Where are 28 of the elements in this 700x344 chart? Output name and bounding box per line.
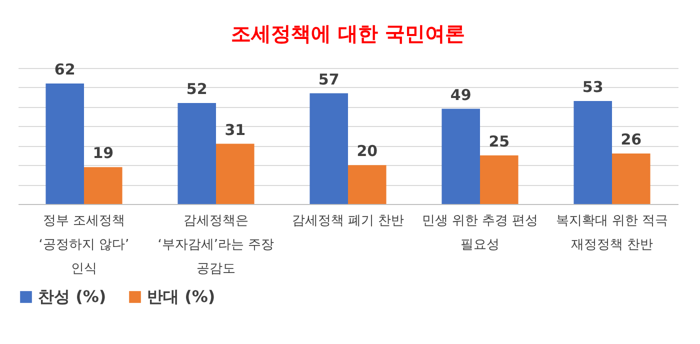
bar (216, 144, 254, 204)
x-tick-label: 감세정책 폐기 찬반 (292, 214, 404, 228)
data-label: 49 (450, 86, 472, 104)
data-label: 53 (582, 78, 604, 96)
bar (348, 165, 386, 204)
legend-label: 반대 (%) (147, 287, 216, 306)
bar (310, 93, 348, 204)
bar (178, 102, 216, 204)
data-label: 19 (92, 144, 114, 162)
x-tick-label: 복지확대 위한 적극 재정정책 찬반 (556, 214, 668, 252)
x-tick-label: 민생 위한 추경 편성 필요성 (422, 214, 538, 252)
bar (612, 153, 650, 204)
bar (480, 155, 518, 204)
bar (84, 167, 122, 204)
data-label: 57 (318, 70, 340, 88)
data-label: 31 (224, 120, 246, 139)
data-label: 20 (356, 142, 378, 160)
bar (442, 108, 480, 204)
data-label: 52 (186, 80, 208, 98)
data-label: 25 (488, 132, 510, 150)
data-label: 62 (54, 60, 76, 79)
legend-label: 찬성 (%) (38, 287, 106, 306)
chart-title: 조세정책에 대한 국민여론 (231, 22, 465, 46)
bar (46, 84, 84, 204)
bar (574, 101, 612, 204)
x-tick-label: 감세정책은 ‘부자감세’라는 주장 공감도 (158, 214, 274, 276)
x-tick-label: 정부 조세정책 ‘공정하지 않다’ 인식 (38, 214, 130, 276)
data-label: 26 (620, 130, 642, 148)
